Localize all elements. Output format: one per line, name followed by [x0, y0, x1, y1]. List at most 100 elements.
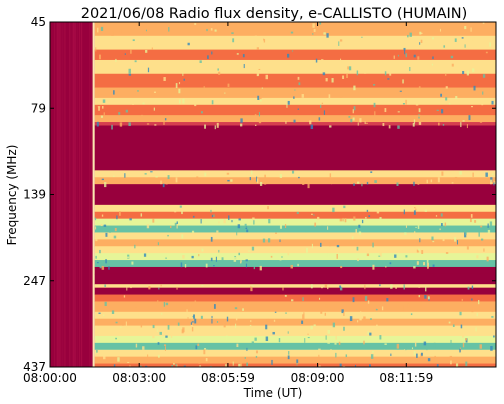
texture-speck	[325, 77, 328, 82]
texture-speck	[204, 172, 207, 177]
texture-speck	[338, 41, 340, 46]
texture-speck	[174, 207, 177, 213]
spectrum-band	[94, 73, 496, 89]
texture-speck	[214, 125, 216, 130]
texture-speck	[336, 244, 340, 248]
texture-speck	[246, 170, 248, 176]
texture-speck	[487, 223, 489, 228]
texture-speck	[161, 313, 163, 315]
texture-speck	[461, 298, 463, 302]
texture-speck	[152, 218, 155, 223]
x-axis: 08:00:00 08:03:00 08:05:59 08:09:00 08:11:59	[23, 22, 433, 385]
texture-speck	[404, 232, 407, 235]
texture-speck	[146, 224, 150, 229]
texture-speck	[225, 364, 227, 367]
texture-speck	[234, 307, 238, 310]
texture-speck	[279, 224, 283, 229]
texture-speck	[154, 124, 157, 126]
texture-speck	[450, 360, 452, 365]
texture-speck	[318, 365, 321, 367]
texture-speck	[265, 336, 269, 342]
texture-speck	[370, 171, 373, 173]
texture-speck	[187, 42, 190, 46]
texture-speck	[386, 298, 389, 302]
texture-speck	[415, 102, 419, 106]
texture-speck	[95, 226, 97, 230]
texture-speck	[417, 179, 420, 185]
texture-speck	[173, 362, 175, 365]
texture-speck	[324, 312, 326, 316]
texture-speck	[258, 118, 262, 124]
texture-speck	[164, 344, 167, 347]
texture-speck	[359, 246, 362, 252]
texture-speck	[304, 338, 306, 343]
texture-speck	[431, 236, 434, 241]
texture-speck	[466, 124, 468, 129]
texture-speck	[385, 266, 387, 268]
texture-speck	[165, 257, 167, 259]
texture-speck	[454, 38, 457, 42]
texture-speck	[124, 53, 126, 55]
texture-speck	[318, 297, 321, 300]
y-axis-label: Frequency (MHz)	[5, 145, 19, 246]
texture-speck	[138, 312, 140, 318]
texture-speck	[101, 265, 105, 270]
texture-speck	[197, 343, 200, 346]
texture-speck	[125, 321, 127, 327]
texture-speck	[418, 121, 422, 125]
texture-speck	[470, 106, 474, 108]
texture-speck	[267, 206, 269, 210]
texture-speck	[148, 286, 151, 290]
texture-speck	[401, 305, 404, 311]
texture-speck	[375, 324, 378, 328]
texture-speck	[329, 242, 331, 247]
texture-speck	[374, 180, 377, 183]
texture-speck	[178, 88, 181, 94]
spectrum-band	[94, 35, 496, 51]
spectrum-band	[94, 325, 496, 337]
texture-speck	[424, 209, 427, 212]
texture-speck	[288, 351, 290, 355]
texture-speck	[402, 103, 405, 105]
texture-speck	[365, 217, 367, 219]
texture-speck	[405, 99, 407, 105]
spectrum-band	[94, 115, 496, 123]
texture-speck	[242, 54, 245, 58]
texture-speck	[165, 302, 169, 306]
texture-speck	[452, 324, 455, 327]
texture-speck	[433, 342, 436, 348]
texture-speck	[479, 121, 483, 123]
texture-speck	[485, 51, 488, 54]
texture-speck	[405, 255, 408, 258]
texture-speck	[434, 90, 437, 94]
texture-speck	[461, 37, 464, 39]
texture-speck	[296, 211, 299, 214]
texture-speck	[462, 70, 465, 75]
texture-speck	[264, 174, 266, 178]
texture-speck	[437, 177, 440, 183]
texture-speck	[415, 226, 417, 228]
texture-speck	[240, 262, 242, 264]
texture-speck	[419, 42, 421, 45]
texture-speck	[335, 335, 337, 340]
texture-speck	[327, 329, 330, 334]
texture-speck	[232, 361, 234, 366]
texture-speck	[302, 314, 305, 320]
texture-speck	[491, 173, 494, 175]
texture-speck	[332, 322, 336, 328]
texture-speck	[195, 345, 198, 350]
texture-speck	[384, 343, 387, 345]
texture-speck	[152, 324, 155, 329]
texture-speck	[190, 324, 193, 328]
texture-speck	[468, 115, 471, 121]
texture-speck	[256, 47, 259, 50]
texture-speck	[108, 266, 110, 270]
texture-speck	[471, 298, 473, 301]
texture-speck	[432, 37, 435, 40]
texture-speck	[373, 102, 376, 108]
texture-speck	[191, 327, 194, 332]
texture-speck	[170, 225, 172, 229]
texture-speck	[103, 314, 105, 317]
texture-speck	[416, 353, 418, 358]
texture-speck	[219, 117, 222, 119]
